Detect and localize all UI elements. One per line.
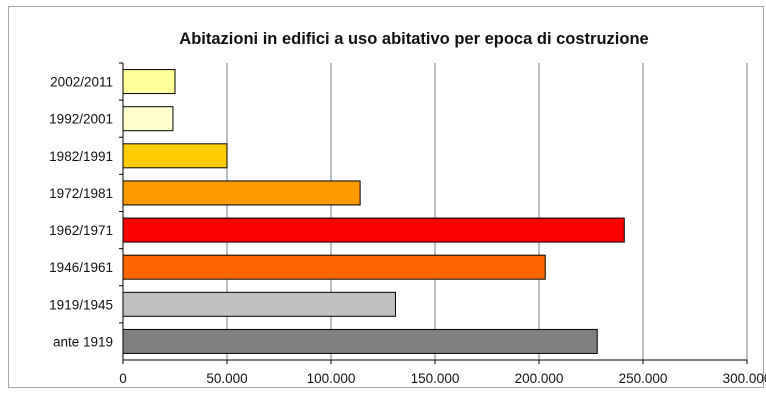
x-tick-label-6: 300.000 xyxy=(723,371,766,386)
x-tick-label-1: 50.000 xyxy=(206,371,247,386)
bar-4 xyxy=(122,217,625,243)
bar-1 xyxy=(122,106,174,132)
bar-3 xyxy=(122,180,361,206)
bar-5 xyxy=(122,254,546,280)
bar-6 xyxy=(122,291,396,317)
bars xyxy=(119,62,625,354)
x-tick-label-5: 250.000 xyxy=(619,371,668,386)
bar-0 xyxy=(122,69,176,95)
y-tick-label-2: 1982/1991 xyxy=(49,149,113,164)
y-tick-label-3: 1972/1981 xyxy=(49,186,113,201)
chart-title: Abitazioni in edifici a uso abitativo pe… xyxy=(179,30,648,48)
x-tick-label-0: 0 xyxy=(119,371,127,386)
x-tick-label-2: 100.000 xyxy=(307,371,356,386)
x-tick-label-3: 150.000 xyxy=(411,371,460,386)
y-tick-labels: 2002/2011 1992/2001 1982/1991 1972/1981 1962… xyxy=(49,75,113,350)
bar-2 xyxy=(122,143,228,169)
x-tick-label-4: 200.000 xyxy=(515,371,564,386)
y-tick-label-6: 1919/1945 xyxy=(49,297,113,312)
y-tick-label-5: 1946/1961 xyxy=(49,260,113,275)
bar-7 xyxy=(122,328,598,354)
x-tick-labels: 0 50.000 100.000 150.000 200.000 250.000 300.0… xyxy=(119,360,766,386)
y-tick-label-7: ante 1919 xyxy=(53,334,113,349)
y-tick-label-0: 2002/2011 xyxy=(50,75,113,90)
y-tick-label-1: 1992/2001 xyxy=(49,112,113,127)
y-tick-label-4: 1962/1971 xyxy=(49,223,113,238)
